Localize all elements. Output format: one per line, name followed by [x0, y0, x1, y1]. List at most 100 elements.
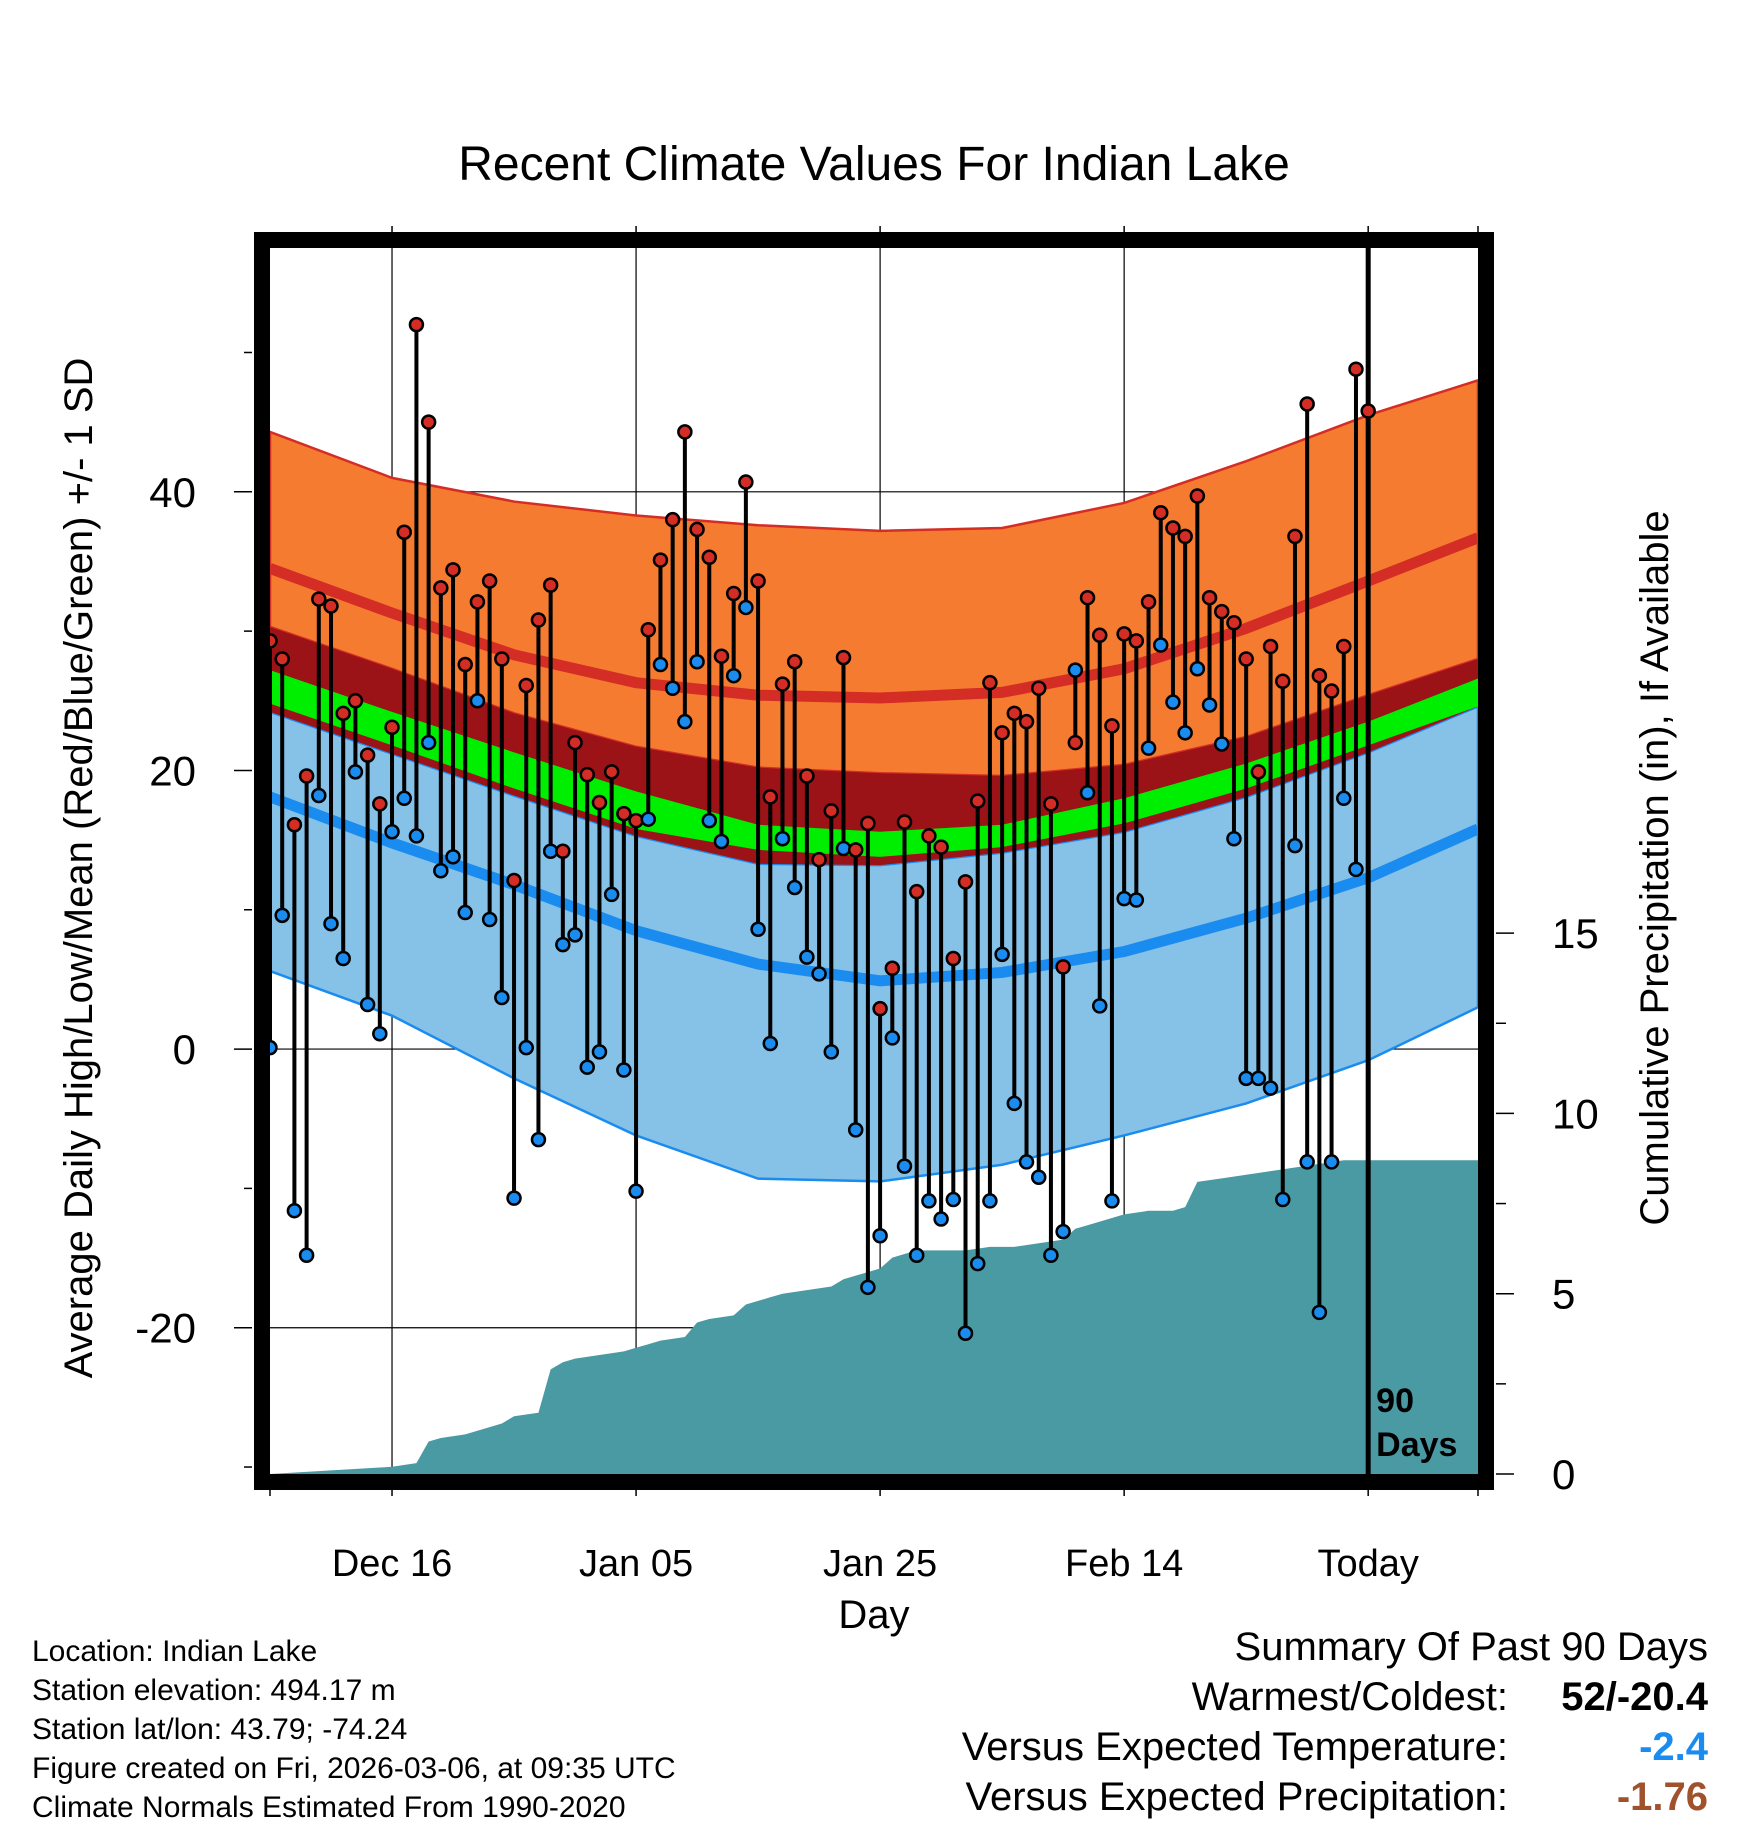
summary-warmest-coldest: Warmest/Coldest: 52/-20.4 — [962, 1672, 1708, 1722]
obs-high-point — [860, 815, 876, 832]
obs-high-point — [445, 562, 461, 578]
obs-high-point — [640, 621, 657, 638]
obs-low-point — [823, 1044, 840, 1060]
obs-low-point — [347, 764, 364, 780]
plot-frame — [254, 232, 1494, 1490]
normal-low-line — [270, 791, 1478, 987]
obs-low-point — [1055, 1223, 1071, 1240]
obs-low-point — [1140, 740, 1157, 756]
summary-temp-label: Versus Expected Temperature: — [961, 1725, 1508, 1769]
obs-low-point — [664, 680, 681, 696]
obs-low-point — [530, 1131, 547, 1148]
obs-low-point — [774, 830, 791, 847]
obs-high-point — [896, 814, 913, 830]
obs-high-point — [286, 817, 303, 833]
obs-high-point — [1275, 673, 1291, 690]
obs-high-point — [725, 585, 742, 602]
x-axis-label: Day — [838, 1593, 909, 1637]
obs-low-point — [1152, 637, 1169, 653]
obs-high-point — [1128, 633, 1145, 649]
obs-high-point — [270, 633, 278, 649]
obs-high-point — [1104, 718, 1120, 734]
obs-high-point — [664, 511, 681, 528]
obs-high-point — [1030, 680, 1047, 696]
obs-low-point — [1043, 1247, 1059, 1264]
obs-high-point — [762, 789, 779, 805]
obs-high-point — [628, 812, 644, 829]
obs-low-point — [738, 599, 754, 616]
obs-low-point — [1079, 784, 1096, 801]
obs-low-point — [799, 949, 815, 965]
obs-high-point — [298, 768, 315, 784]
obs-high-point — [1360, 403, 1376, 419]
obs-low-point — [969, 1255, 986, 1272]
summary-precip-label: Versus Expected Precipitation: — [965, 1775, 1508, 1819]
obs-low-point — [396, 790, 412, 807]
obs-high-point — [384, 719, 400, 736]
obs-low-point — [494, 989, 510, 1006]
obs-low-point — [579, 1059, 596, 1075]
x-tick-label: Jan 05 — [579, 1543, 693, 1585]
summary-warmest-coldest-label: Warmest/Coldest: — [1191, 1675, 1508, 1719]
obs-low-point — [1323, 1154, 1340, 1170]
obs-low-point — [274, 907, 290, 924]
today-label-days: Days — [1376, 1426, 1457, 1464]
obs-high-point — [799, 768, 815, 784]
obs-low-point — [628, 1183, 644, 1199]
obs-low-point — [335, 950, 351, 967]
obs-low-point — [518, 1039, 534, 1056]
summary-title: Summary Of Past 90 Days — [1234, 1625, 1708, 1669]
info-elevation: Station elevation: 494.17 m — [32, 1674, 396, 1707]
obs-high-point — [506, 872, 522, 889]
obs-high-point — [530, 612, 547, 628]
obs-high-point — [1177, 528, 1193, 545]
obs-high-point — [811, 851, 827, 868]
summary-temp: Versus Expected Temperature: -2.4 — [962, 1722, 1708, 1772]
obs-low-point — [896, 1158, 913, 1174]
obs-low-point — [372, 1026, 388, 1042]
obs-low-point — [689, 654, 705, 670]
x-tick-label: Jan 25 — [823, 1543, 937, 1585]
today-label-90: 90 — [1376, 1382, 1414, 1420]
obs-high-point — [1299, 396, 1315, 412]
obs-high-point — [921, 828, 937, 844]
obs-high-point — [1152, 504, 1169, 521]
obs-low-point — [811, 966, 827, 982]
y-tick-label: -20 — [135, 1305, 196, 1352]
obs-low-point — [921, 1193, 937, 1209]
obs-high-point — [396, 524, 412, 540]
obs-high-point — [1018, 713, 1035, 730]
obs-low-point — [884, 1030, 901, 1046]
obs-low-point — [908, 1247, 925, 1264]
obs-low-point — [1250, 1070, 1267, 1087]
obs-low-point — [1262, 1080, 1279, 1096]
obs-low-point — [1336, 790, 1352, 807]
summary-precip-value: -1.76 — [1616, 1775, 1708, 1819]
info-normals: Climate Normals Estimated From 1990-2020 — [32, 1791, 626, 1824]
obs-high-point — [408, 316, 425, 333]
obs-high-point — [957, 874, 974, 890]
obs-low-point — [945, 1191, 962, 1208]
obs-low-point — [567, 927, 583, 943]
obs-low-point — [1018, 1154, 1035, 1170]
obs-high-point — [372, 796, 388, 812]
obs-high-point — [1250, 764, 1267, 780]
obs-high-point — [1067, 734, 1084, 751]
station-info: Location: Indian Lake Station elevation:… — [32, 1632, 676, 1827]
obs-high-point — [701, 549, 718, 566]
obs-high-point — [884, 960, 901, 977]
obs-high-point — [1116, 626, 1132, 642]
obs-high-point — [969, 793, 986, 809]
y-tick-label: 0 — [173, 1026, 196, 1073]
summary-warmest-coldest-value: 52/-20.4 — [1561, 1675, 1708, 1719]
obs-low-point — [1275, 1191, 1291, 1208]
obs-high-point — [1348, 361, 1364, 377]
obs-high-point — [1214, 603, 1230, 620]
obs-low-point — [847, 1122, 864, 1138]
obs-low-point — [933, 1211, 949, 1227]
obs-high-point — [738, 474, 754, 490]
obs-low-point — [433, 863, 449, 879]
summary-panel: Summary Of Past 90 Days Warmest/Coldest:… — [962, 1622, 1708, 1822]
obs-low-point — [1201, 697, 1218, 713]
obs-low-point — [786, 879, 803, 896]
